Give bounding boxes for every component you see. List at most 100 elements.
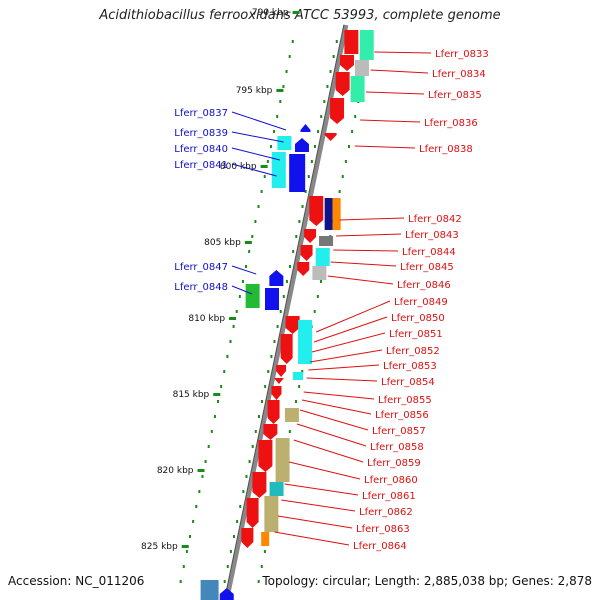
- forward-gene-label: Lferr_0848: [174, 282, 228, 293]
- reverse-lane2-gene: [275, 438, 290, 482]
- backbone: [224, 24, 349, 600]
- reverse-gene-label: Lferr_0850: [391, 313, 445, 324]
- reverse-gene: [339, 55, 354, 71]
- reverse-leader-line: [333, 249, 399, 252]
- guide-dot: [232, 325, 235, 328]
- guide-dot: [285, 70, 288, 73]
- reverse-gene-label: Lferr_0838: [419, 144, 473, 155]
- guide-dot: [229, 550, 232, 553]
- guide-dot: [189, 535, 192, 538]
- reverse-gene: [344, 30, 359, 54]
- guide-dot: [220, 385, 223, 388]
- reverse-leader-line: [274, 531, 350, 546]
- reverse-gene-label: Lferr_0843: [405, 230, 459, 241]
- guide-dot: [229, 340, 232, 343]
- reverse-leader-line: [327, 275, 394, 285]
- reverse-lane2-gene: [312, 266, 327, 280]
- reverse-gene-label: Lferr_0858: [370, 442, 424, 453]
- guide-dot: [298, 220, 301, 223]
- guide-dot: [269, 145, 272, 148]
- reverse-leader-line: [311, 332, 386, 353]
- guide-dot: [304, 190, 307, 193]
- reverse-leader-line: [309, 349, 383, 363]
- guide-dot: [323, 100, 326, 103]
- guide-dot: [254, 220, 257, 223]
- reverse-leader-line: [306, 377, 378, 382]
- guide-dot: [210, 430, 213, 433]
- guide-dot: [257, 205, 260, 208]
- guide-dot: [266, 160, 269, 163]
- guide-dot: [320, 115, 323, 118]
- scale-tick: [213, 393, 221, 396]
- guide-dot: [223, 370, 226, 373]
- guide-dot: [326, 85, 329, 88]
- guide-dot: [201, 475, 204, 478]
- guide-dot: [241, 280, 244, 283]
- reverse-gene-label: Lferr_0851: [389, 329, 443, 340]
- guide-dot: [257, 415, 260, 418]
- guide-dot: [279, 310, 282, 313]
- reverse-lane2-gene: [324, 198, 333, 230]
- guide-dot: [260, 565, 263, 568]
- genome-title: Acidithiobacillus ferrooxidans ATCC 5399…: [99, 8, 501, 23]
- guide-dot: [257, 580, 260, 583]
- reverse-gene-label: Lferr_0856: [375, 410, 429, 421]
- guide-dot: [285, 280, 288, 283]
- reverse-lane2-gene: [293, 372, 304, 380]
- reverse-gene: [324, 133, 337, 141]
- reverse-gene-label: Lferr_0833: [435, 49, 489, 60]
- reverse-lane2-gene: [354, 60, 369, 76]
- scale-label: 800 kbp: [220, 162, 257, 172]
- guide-dot: [351, 130, 354, 133]
- guide-dot: [217, 400, 220, 403]
- guide-dot: [248, 250, 251, 253]
- reverse-leader-line: [308, 364, 380, 371]
- guide-dot: [226, 565, 229, 568]
- reverse-gene-label: Lferr_0835: [428, 90, 482, 101]
- scale-layer: 790 kbp 795 kbp 800 kbp 805 kbp 810 kbp 815 k…: [141, 8, 372, 583]
- reverse-gene: [300, 245, 313, 261]
- guide-dot: [316, 295, 319, 298]
- guide-dot: [298, 385, 301, 388]
- reverse-gene: [285, 316, 300, 334]
- reverse-gene-label: Lferr_0864: [353, 541, 407, 552]
- guide-dot: [310, 160, 313, 163]
- guide-dot: [313, 310, 316, 313]
- guide-dot: [248, 460, 251, 463]
- forward-leader-line: [231, 147, 280, 161]
- reverse-gene-label: Lferr_0834: [432, 69, 486, 80]
- reverse-gene-label: Lferr_0860: [364, 475, 418, 486]
- guide-dot: [236, 520, 239, 523]
- reverse-gene: [258, 440, 273, 472]
- guide-dot: [242, 490, 245, 493]
- forward-gene-label: Lferr_0840: [174, 144, 228, 155]
- guide-dot: [276, 115, 279, 118]
- forward-leader-line: [231, 111, 287, 131]
- reverse-gene-label: Lferr_0836: [424, 118, 478, 129]
- guide-dot: [195, 505, 198, 508]
- forward-gene: [277, 136, 292, 150]
- reverse-leader-line: [374, 51, 432, 54]
- guide-dot: [295, 400, 298, 403]
- guide-dot: [307, 175, 310, 178]
- reverse-gene: [280, 334, 293, 364]
- forward-leader-line: [231, 285, 253, 295]
- reverse-gene: [241, 528, 254, 548]
- scale-tick: [292, 11, 300, 14]
- guide-dot: [223, 580, 226, 583]
- gene-layer: [200, 30, 374, 600]
- scale-label: 795 kbp: [236, 86, 273, 96]
- guide-dot: [301, 205, 304, 208]
- reverse-gene: [304, 229, 317, 243]
- guide-dot: [233, 535, 236, 538]
- reverse-gene-label: Lferr_0854: [381, 377, 435, 388]
- scale-tick: [197, 469, 205, 472]
- guide-dot: [182, 565, 185, 568]
- guide-dot: [288, 55, 291, 58]
- scale-tick: [260, 165, 268, 168]
- reverse-lane2-gene: [284, 408, 299, 422]
- reverse-lane2-gene: [269, 482, 284, 496]
- scale-label: 825 kbp: [141, 542, 178, 552]
- reverse-gene-label: Lferr_0842: [408, 214, 462, 225]
